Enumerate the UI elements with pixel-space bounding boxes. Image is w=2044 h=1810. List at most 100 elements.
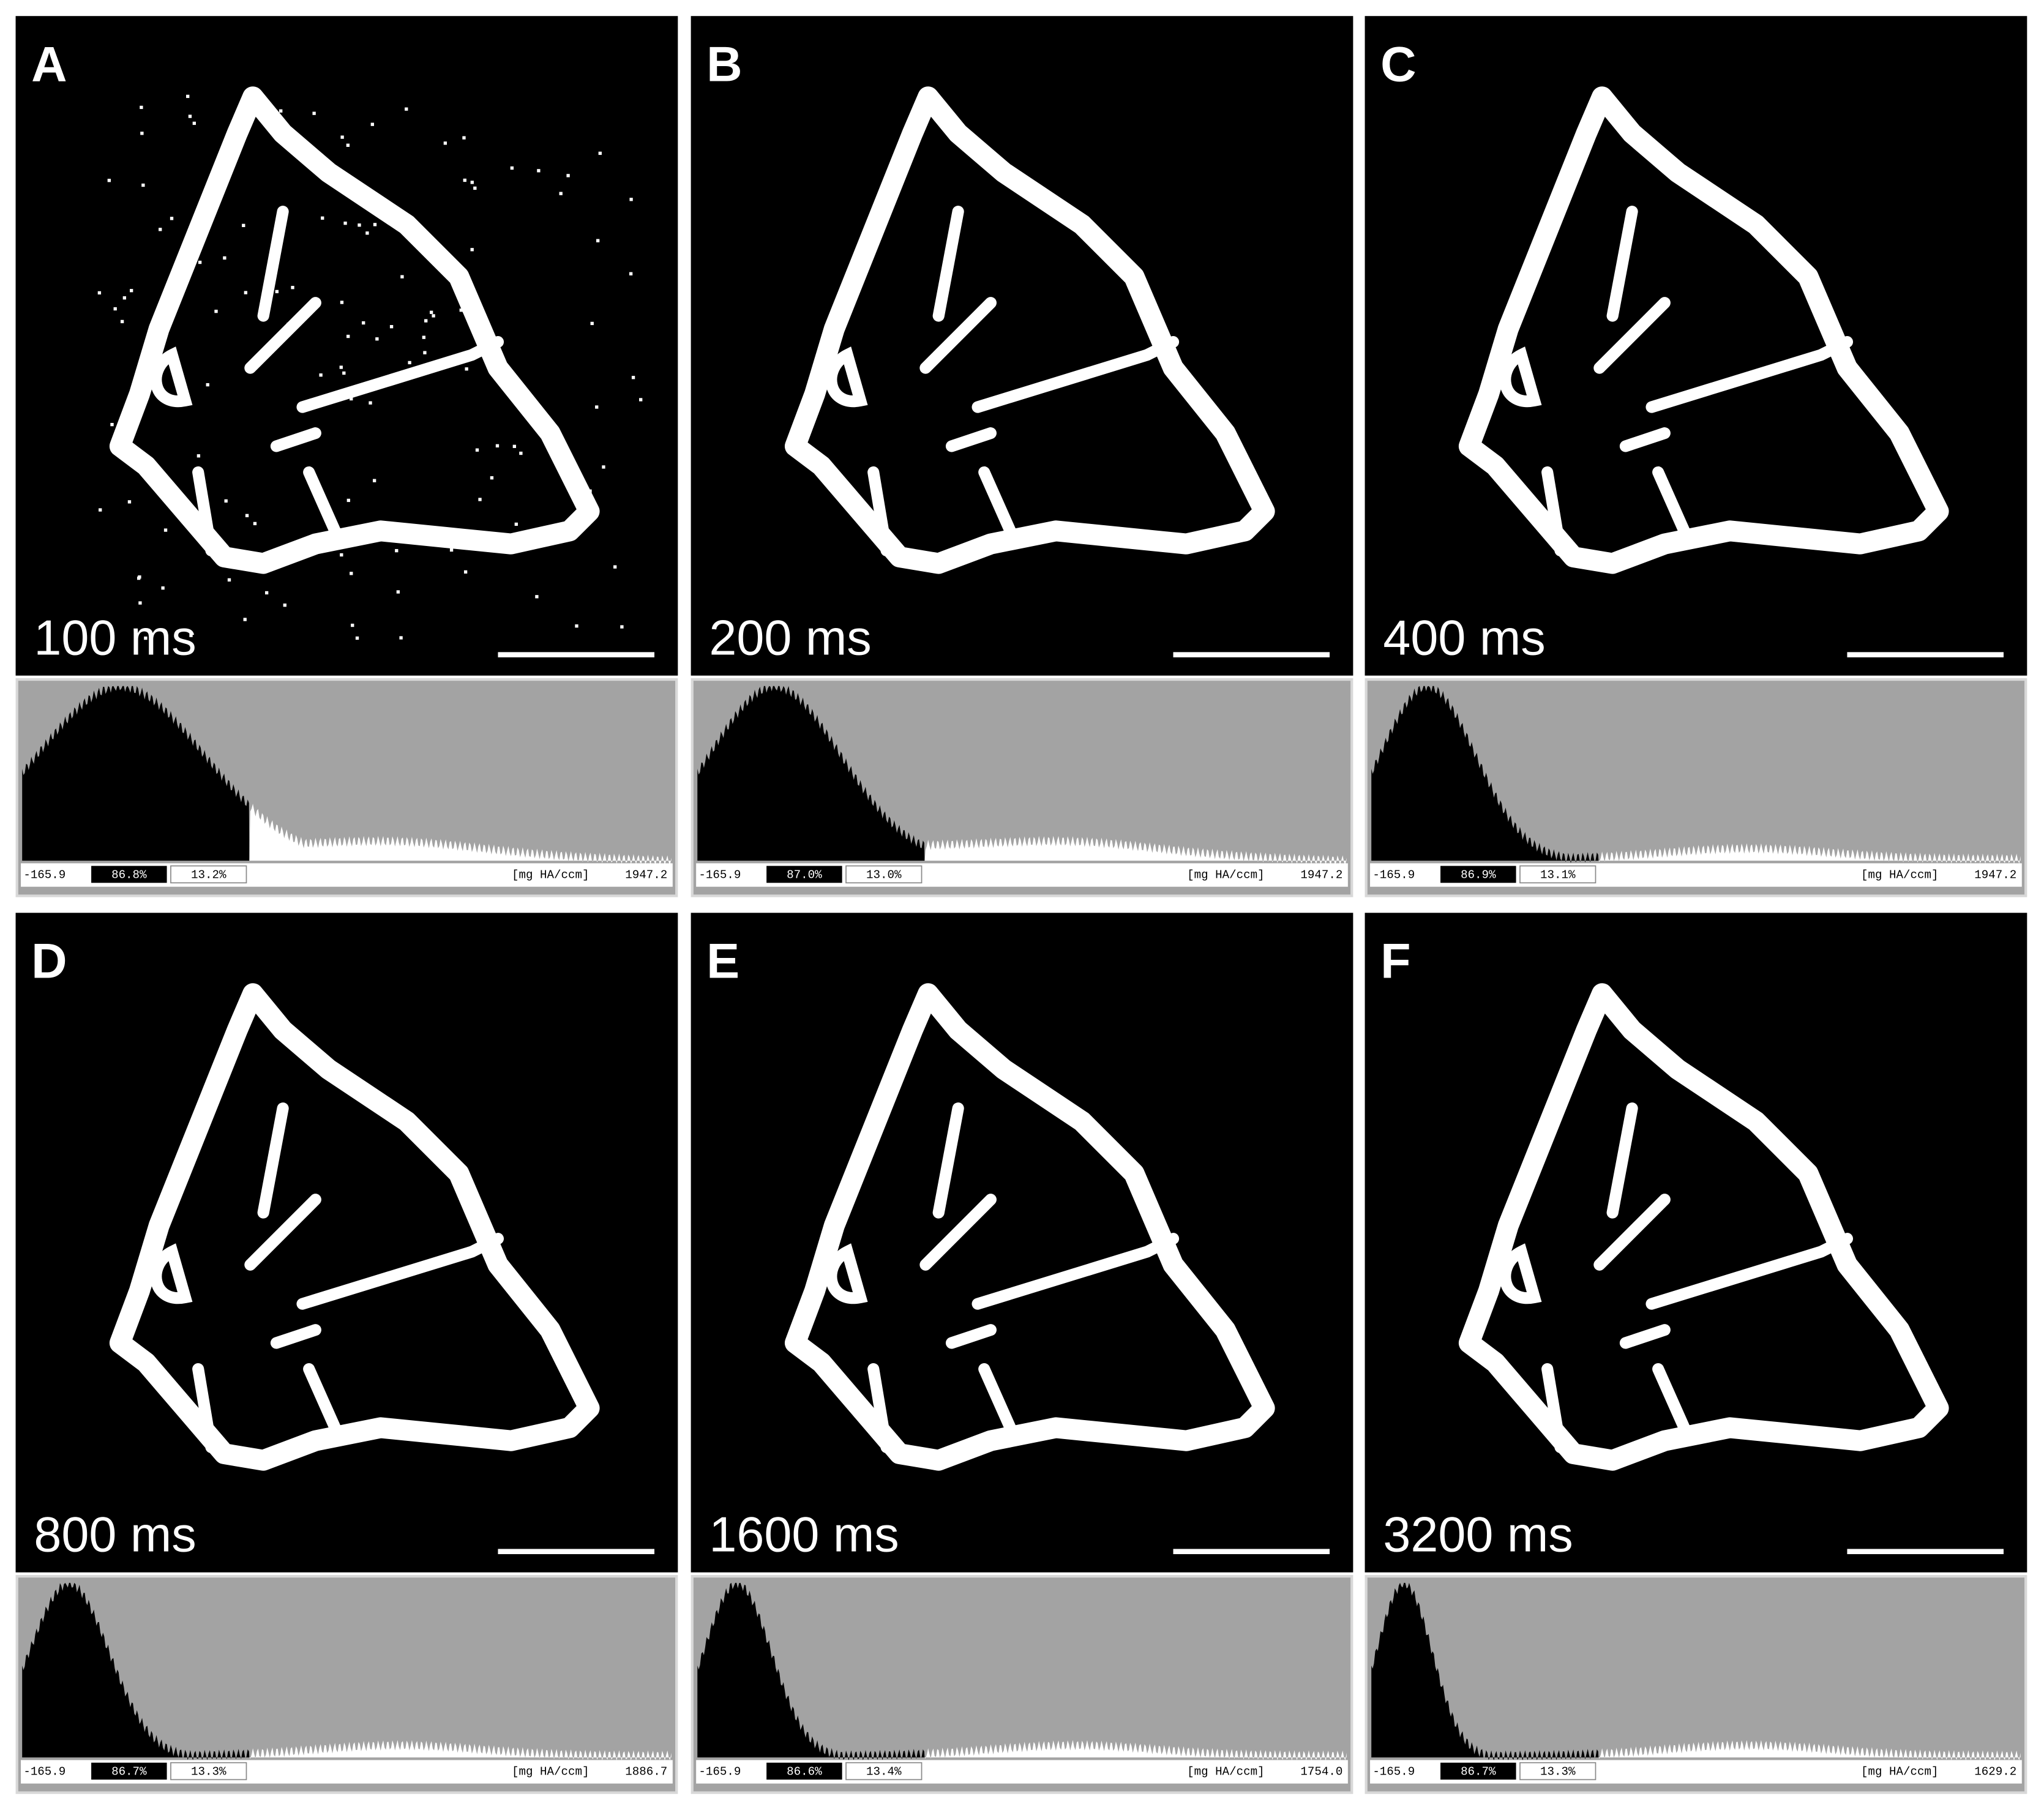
hist-above: 13.4% [866,1765,902,1779]
panel: E 1600 ms -165.9 86.6% 13.4% [mg HA/ccm] 1754.… [691,913,1353,1794]
bone-outline [1458,983,1949,1471]
above-box [170,865,247,884]
bone-trabeculae [825,1102,1180,1453]
noise-dot [575,624,578,628]
noise-dot [329,395,332,399]
below-box [766,1762,842,1780]
noise-dot [113,307,117,311]
noise-dot [510,166,514,170]
exposure-label: 3200 ms [1383,1508,1573,1563]
noise-dot [559,192,563,195]
noise-dot [490,476,494,480]
noise-dot [130,289,133,293]
hist-below: 86.8% [111,869,147,882]
hist-min: -165.9 [698,1765,741,1779]
panel: A 100 ms -165.9 86.8% 13.2% [mg HA/ccm] 1947.2 [15,16,678,897]
noise-dot [250,361,254,365]
panel-letter: E [706,934,739,989]
noise-dot [140,105,143,110]
noise-dot [588,489,592,493]
hist-max: 1947.2 [1300,869,1342,882]
exposure-label: 100 ms [34,611,196,666]
histogram-below [22,686,250,861]
hist-max: 1947.2 [1974,869,2016,882]
noise-dot [253,522,257,526]
noise-dot [264,591,269,595]
hist-above: 13.3% [1540,1765,1576,1779]
noise-dot [279,109,283,113]
noise-dot [350,572,353,575]
noise-dot [188,114,192,118]
noise-dot [340,135,344,139]
noise-dot [189,634,193,637]
noise-dot [340,301,344,304]
noise-dot [462,136,466,140]
histogram-below [697,1582,925,1761]
exposure-label: 400 ms [1383,611,1545,666]
noise-dot [346,334,350,338]
hist-unit: [mg HA/ccm] [1861,869,1938,882]
noise-dot [596,239,600,242]
above-box [1519,1762,1597,1781]
bone-trabeculae [150,206,504,556]
histogram-below [1371,686,1599,864]
histogram-above [249,803,672,866]
histogram: -165.9 86.6% 13.4% [mg HA/ccm] 1754.0 [691,1575,1353,1794]
noise-dot [159,228,162,231]
histogram-below [1371,1582,1599,1761]
noise-dot [206,383,209,387]
noise-dot [107,179,111,182]
noise-dot [140,132,144,135]
hist-above: 13.1% [1540,869,1576,882]
bone-outline [109,983,600,1471]
hist-unit: [mg HA/ccm] [512,1765,589,1779]
noise-dot [192,121,196,125]
noise-dot [399,636,403,640]
noise-dot [170,217,174,220]
noise-dot [514,522,518,526]
panel-letter: A [31,37,67,92]
noise-dot [396,590,400,594]
bone-outline [109,86,600,574]
hist-below: 86.9% [1461,869,1496,882]
panel: F 3200 ms -165.9 86.7% 13.3% [mg HA/ccm] 1629.… [1365,913,2027,1794]
noise-dot [631,376,635,380]
above-box [170,1762,247,1781]
below-box [91,866,167,883]
histogram-above [1598,1740,2021,1761]
noise-dot [342,371,346,375]
noise-dot [355,636,359,640]
histogram-above [924,1740,1347,1761]
histogram: -165.9 86.9% 13.1% [mg HA/ccm] 1947.2 [1365,678,2027,897]
noise-dot [161,586,165,590]
noise-dot [214,309,218,313]
ct-image [691,913,1353,1573]
hist-min: -165.9 [1372,869,1415,882]
noise-dot [245,514,249,517]
bone-outline [784,983,1275,1471]
noise-dot [110,422,114,427]
noise-dot [291,286,294,290]
noise-dot [495,444,500,447]
noise-dot [144,636,148,640]
noise-dot [613,565,617,569]
noise-dot [340,553,343,557]
noise-dot [423,351,427,354]
noise-dot [465,367,468,371]
noise-dot [242,223,245,227]
noise-dot [470,248,474,252]
hist-below: 86.6% [787,1765,822,1779]
ct-image [15,16,678,676]
noise-dot [424,319,428,323]
noise-dot [179,517,184,521]
noise-dot [197,454,201,458]
noise-dot [473,186,477,190]
noise-dot [227,578,231,582]
noise-dot [362,321,365,325]
noise-dot [141,183,145,187]
hist-above: 13.3% [191,1765,226,1779]
histogram-below [697,686,925,861]
noise-dot [138,601,142,605]
hist-below: 87.0% [787,869,822,882]
noise-dot [321,216,324,220]
